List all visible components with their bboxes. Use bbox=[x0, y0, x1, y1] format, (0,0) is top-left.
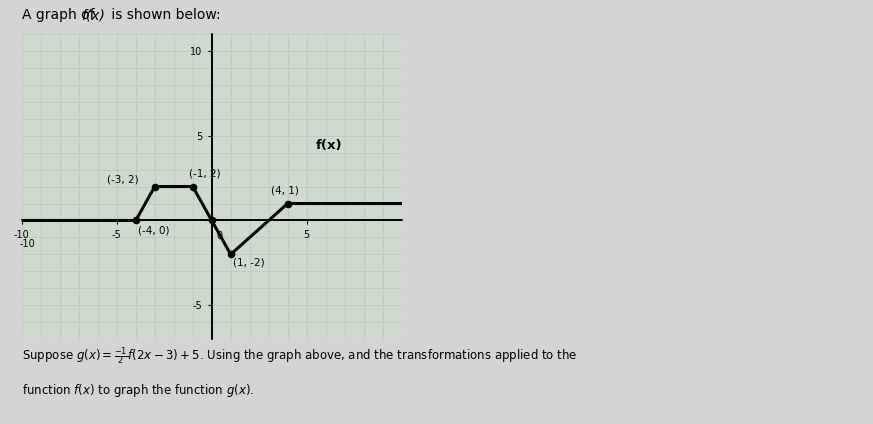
Text: (4, 1): (4, 1) bbox=[271, 185, 299, 195]
Text: f(x): f(x) bbox=[81, 8, 105, 22]
Text: (-4, 0): (-4, 0) bbox=[138, 226, 169, 236]
Text: -10: -10 bbox=[20, 239, 36, 249]
Text: f(x): f(x) bbox=[316, 139, 343, 152]
Text: A graph of: A graph of bbox=[22, 8, 99, 22]
Text: function $f(x)$ to graph the function $g(x)$.: function $f(x)$ to graph the function $g… bbox=[22, 382, 254, 399]
Text: (1, -2): (1, -2) bbox=[232, 258, 265, 268]
Text: (-3, 2): (-3, 2) bbox=[107, 175, 139, 185]
Text: 0: 0 bbox=[217, 231, 223, 241]
Text: (-1, 2): (-1, 2) bbox=[189, 168, 221, 178]
Text: is shown below:: is shown below: bbox=[107, 8, 221, 22]
Text: Suppose $g(x) = \frac{-1}{2}f(2x - 3) + 5$. Using the graph above, and the trans: Suppose $g(x) = \frac{-1}{2}f(2x - 3) + … bbox=[22, 346, 577, 367]
